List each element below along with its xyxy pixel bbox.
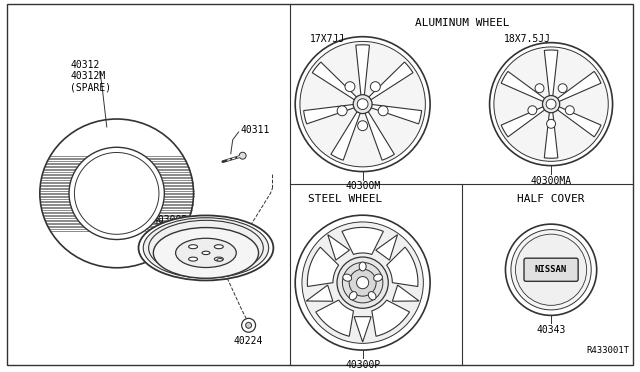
Polygon shape [376,235,397,260]
Circle shape [371,82,380,92]
Polygon shape [557,71,601,102]
Ellipse shape [154,228,259,278]
Circle shape [543,96,560,113]
Ellipse shape [374,274,383,281]
Circle shape [295,215,430,350]
Polygon shape [501,107,545,137]
Circle shape [345,82,355,92]
Text: 40300P: 40300P [152,215,188,225]
Ellipse shape [143,218,269,278]
Ellipse shape [189,257,198,261]
Circle shape [300,41,426,167]
Circle shape [511,230,591,310]
Ellipse shape [214,245,223,248]
Ellipse shape [40,119,193,268]
Circle shape [528,106,537,115]
Polygon shape [365,111,394,160]
Circle shape [239,152,246,159]
Polygon shape [356,45,369,96]
Polygon shape [369,62,413,100]
Polygon shape [312,62,357,100]
Circle shape [302,222,423,343]
Polygon shape [306,285,333,301]
Circle shape [515,234,587,305]
Circle shape [356,276,369,289]
Ellipse shape [189,245,198,248]
Circle shape [295,37,430,171]
Polygon shape [342,227,383,254]
FancyBboxPatch shape [524,258,578,281]
Text: 40224: 40224 [234,336,263,346]
Polygon shape [328,235,349,260]
Polygon shape [303,105,355,124]
Text: NISSAN: NISSAN [535,265,567,274]
Text: HALF COVER: HALF COVER [517,195,585,204]
Circle shape [535,84,544,93]
Circle shape [357,99,368,109]
Circle shape [337,257,388,308]
Polygon shape [307,247,339,286]
Circle shape [337,106,347,116]
Polygon shape [316,300,353,336]
Polygon shape [372,300,410,336]
Circle shape [342,262,383,303]
Ellipse shape [359,262,366,271]
Circle shape [358,121,367,131]
Text: 40343: 40343 [536,325,566,335]
Polygon shape [501,71,545,102]
Circle shape [494,47,608,161]
Text: ALUMINUM WHEEL: ALUMINUM WHEEL [415,18,509,28]
Ellipse shape [214,257,223,261]
Text: 40300P: 40300P [345,360,380,370]
Circle shape [547,119,556,128]
Ellipse shape [148,220,263,276]
Ellipse shape [138,215,273,280]
Polygon shape [354,317,371,342]
Circle shape [353,95,372,113]
Ellipse shape [349,292,357,300]
Ellipse shape [343,274,351,281]
Polygon shape [557,107,601,137]
Text: 40311: 40311 [241,125,270,135]
Circle shape [506,224,596,315]
Circle shape [242,318,255,332]
Text: 40312
40312M
(SPARE): 40312 40312M (SPARE) [70,60,111,93]
Text: R433001T: R433001T [586,346,629,355]
Polygon shape [544,50,558,96]
Circle shape [490,43,612,166]
Text: 17X7JJ: 17X7JJ [310,34,346,44]
Ellipse shape [368,292,376,300]
Text: 18X7.5JJ: 18X7.5JJ [504,34,550,44]
Polygon shape [544,112,558,158]
Ellipse shape [69,147,164,240]
Polygon shape [331,111,360,160]
Text: STEEL WHEEL: STEEL WHEEL [308,195,382,204]
Polygon shape [387,247,418,286]
Text: 40300MA: 40300MA [531,176,572,186]
Circle shape [558,84,567,93]
Polygon shape [371,105,422,124]
Circle shape [246,322,252,328]
Circle shape [546,99,556,109]
Ellipse shape [175,238,236,267]
Text: 40300M: 40300M [345,182,380,192]
Ellipse shape [74,153,159,234]
Circle shape [565,106,574,115]
Ellipse shape [217,259,223,261]
Circle shape [378,106,388,116]
Polygon shape [392,285,419,301]
Ellipse shape [202,251,210,254]
Circle shape [349,269,376,296]
